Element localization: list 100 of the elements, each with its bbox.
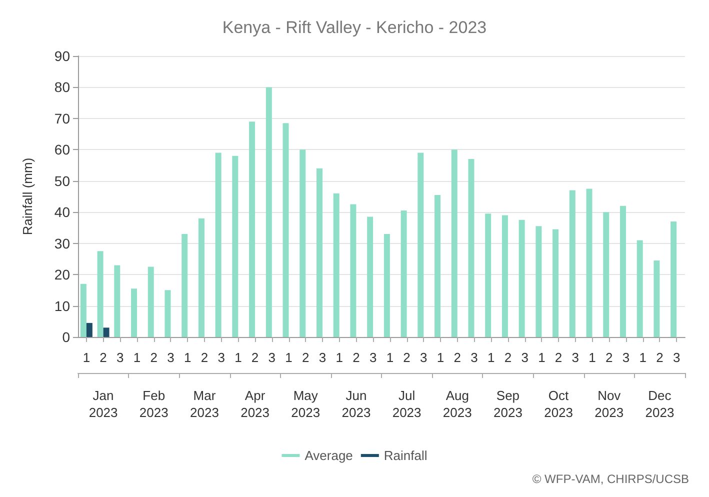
x-tick-label: 1 xyxy=(184,350,192,365)
bar xyxy=(266,87,272,337)
bar xyxy=(400,210,407,337)
x-tick-label: 3 xyxy=(268,350,276,365)
bar xyxy=(502,215,508,337)
x-tick-label: 2 xyxy=(454,350,461,365)
y-tick-label: 0 xyxy=(62,329,70,345)
y-tick-label: 80 xyxy=(54,79,70,96)
bar xyxy=(552,229,559,337)
bar xyxy=(232,156,238,337)
y-tick-label: 70 xyxy=(54,110,70,126)
x-tick-label: 1 xyxy=(234,350,242,365)
bar xyxy=(215,152,222,337)
bar xyxy=(586,188,592,337)
x-tick-label: 2 xyxy=(302,350,310,365)
x-tick-label: 3 xyxy=(116,350,124,365)
y-tick-label: 50 xyxy=(54,172,70,189)
x-tick-label: 2 xyxy=(403,350,410,365)
x-tick-label: 1 xyxy=(386,350,394,365)
y-axis-title: Rainfall (mm) xyxy=(20,158,35,236)
x-tick-label: 2 xyxy=(554,350,562,365)
x-tick-label: 2 xyxy=(656,350,664,365)
y-tick-label: 90 xyxy=(54,48,70,64)
bar xyxy=(384,234,390,337)
text: Jul 2023 xyxy=(392,388,422,420)
x-tick-label: 1 xyxy=(336,350,343,365)
legend-label: Average xyxy=(304,448,353,463)
bar xyxy=(569,190,576,337)
bar xyxy=(350,204,356,337)
x-tick-label: 3 xyxy=(521,350,528,365)
y-tick-label: 60 xyxy=(54,142,70,158)
legend-label: Rainfall xyxy=(384,448,428,463)
bar xyxy=(97,251,104,337)
text: Jan 2023 xyxy=(88,388,118,420)
bar xyxy=(536,226,542,337)
x-tick-label: 2 xyxy=(100,350,107,365)
bar xyxy=(518,220,525,337)
bar xyxy=(654,260,660,337)
text: Feb 2023 xyxy=(139,388,168,420)
x-tick-label: 3 xyxy=(672,350,680,365)
x-tick-label: 1 xyxy=(133,350,141,365)
bar xyxy=(434,194,441,337)
bar xyxy=(80,284,86,337)
x-tick-label: 1 xyxy=(487,350,495,365)
x-tick-label: 3 xyxy=(369,350,377,365)
text: Nov 2023 xyxy=(594,388,624,420)
text: Jun 2023 xyxy=(342,388,371,420)
bar xyxy=(603,212,610,337)
x-tick-label: 1 xyxy=(639,350,646,365)
text: Apr 2023 xyxy=(240,388,270,420)
bar xyxy=(164,290,171,337)
y-tick-label: 40 xyxy=(54,204,70,220)
bar xyxy=(670,221,677,337)
x-tick-label: 1 xyxy=(538,350,546,365)
bar xyxy=(249,122,256,337)
x-tick-label: 2 xyxy=(251,350,259,365)
text: Dec 2023 xyxy=(645,388,674,420)
bar xyxy=(300,150,306,337)
x-tick-label: 3 xyxy=(470,350,478,365)
text: Oct 2023 xyxy=(544,388,574,420)
bar xyxy=(367,216,374,337)
x-tick-label: 1 xyxy=(82,350,90,365)
bar xyxy=(114,265,120,337)
bar xyxy=(485,214,492,337)
bar xyxy=(451,150,458,337)
x-tick-label: 1 xyxy=(436,350,444,365)
bar xyxy=(198,218,204,337)
x-tick-label: 2 xyxy=(606,350,613,365)
bar xyxy=(418,152,424,337)
bar xyxy=(86,322,92,337)
x-tick-label: 1 xyxy=(285,350,292,365)
text: © WFP-VAM, CHIRPS/UCSB xyxy=(532,472,690,486)
bar xyxy=(636,240,643,337)
bar xyxy=(148,266,154,337)
x-tick-label: 3 xyxy=(622,350,630,365)
text: May 2023 xyxy=(291,388,320,420)
x-tick-label: 2 xyxy=(200,350,208,365)
x-tick-label: 1 xyxy=(588,350,596,365)
x-tick-label: 3 xyxy=(572,350,580,365)
x-tick-label: 2 xyxy=(352,350,360,365)
bar xyxy=(182,234,188,337)
text: Mar 2023 xyxy=(190,388,219,420)
bar xyxy=(620,206,626,337)
chart-title: Kenya - Rift Valley - Kericho - 2023 xyxy=(222,18,487,37)
x-tick-label: 2 xyxy=(504,350,512,365)
y-tick-label: 10 xyxy=(54,298,70,314)
x-tick-label: 3 xyxy=(420,350,428,365)
bar xyxy=(282,123,289,337)
text: Aug 2023 xyxy=(442,388,472,420)
bar xyxy=(468,159,474,337)
x-tick-label: 2 xyxy=(150,350,158,365)
x-tick-label: 3 xyxy=(218,350,225,365)
bar xyxy=(333,193,340,337)
y-tick-label: 30 xyxy=(54,235,70,252)
x-tick-label: 3 xyxy=(167,350,174,365)
text: Sep 2023 xyxy=(493,388,522,420)
x-tick-label: 3 xyxy=(318,350,326,365)
bar xyxy=(103,328,110,337)
bar xyxy=(131,288,138,337)
bar xyxy=(316,168,322,337)
